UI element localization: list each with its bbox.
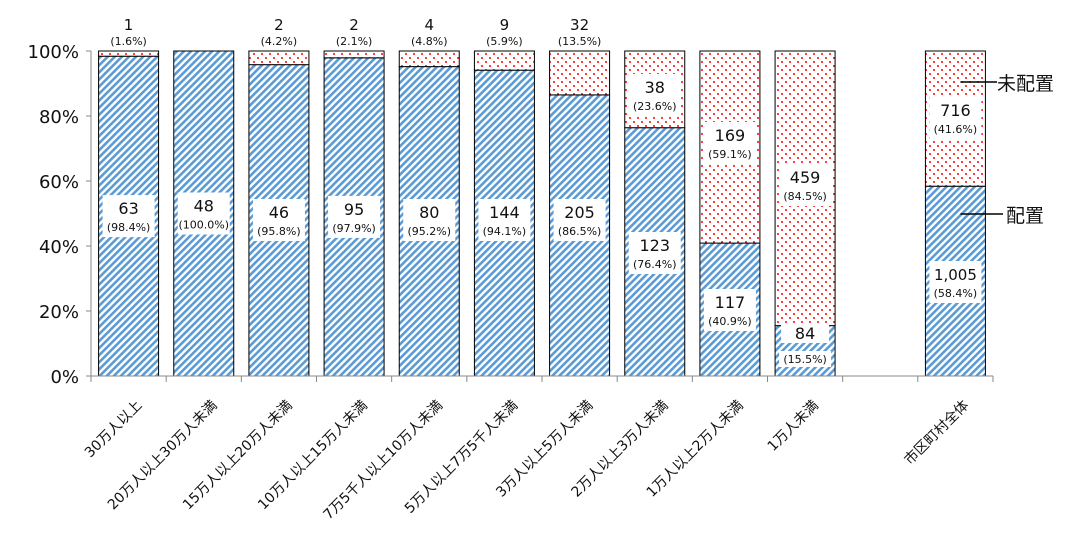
legend-label-placed: 配置 [1006, 205, 1044, 227]
data-label-bg [628, 74, 681, 116]
data-label-percent: (86.5%) [558, 225, 602, 238]
data-label-count: 459 [790, 168, 821, 187]
data-label-bg [553, 199, 606, 241]
data-label-percent: (4.8%) [411, 35, 448, 48]
labels-layer: 63(98.4%)1(1.6%)48(100.0%)46(95.8%)2(4.2… [102, 16, 1054, 367]
data-label-bg [779, 164, 832, 206]
bar-segment-unplaced [473, 50, 535, 71]
data-label-count: 144 [489, 203, 520, 222]
x-tick-label: 30万人以上 [82, 398, 146, 462]
data-label-bg [929, 97, 982, 139]
data-label-percent: (2.1%) [336, 35, 373, 48]
data-label-bg [252, 199, 305, 241]
data-label-count: 4 [424, 16, 434, 34]
data-label-count: 9 [500, 16, 510, 34]
data-label-count: 1,005 [934, 266, 977, 284]
y-tick-label: 100% [28, 42, 79, 63]
data-label-percent: (1.6%) [110, 35, 147, 48]
data-label-percent: (5.9%) [486, 35, 523, 48]
data-label-bg [703, 289, 756, 331]
y-tick-label: 40% [39, 237, 79, 258]
data-label-bg [328, 195, 381, 238]
data-label-bg [781, 323, 830, 343]
bars-layer [98, 50, 986, 377]
y-tick-label: 80% [39, 107, 79, 128]
data-label-percent: (15.5%) [783, 353, 827, 366]
data-label-percent: (13.5%) [558, 35, 602, 48]
data-label-percent: (58.4%) [934, 287, 978, 300]
data-label-percent: (97.9%) [332, 222, 376, 235]
data-label-count: 2 [274, 16, 284, 34]
data-label-percent: (95.2%) [407, 225, 451, 238]
bar-segment-unplaced [549, 50, 611, 96]
legend-label-unplaced: 未配置 [997, 73, 1054, 95]
bar-segment-unplaced [398, 50, 460, 68]
bar-segment-unplaced [323, 50, 385, 59]
x-tick-label: 1万人未満 [765, 398, 822, 455]
data-label-count: 48 [194, 197, 214, 216]
data-label-bg [478, 199, 531, 241]
data-label-percent: (95.8%) [257, 225, 301, 238]
data-label-percent: (98.4%) [107, 221, 151, 234]
data-label-percent: (40.9%) [708, 315, 752, 328]
data-label-count: 95 [344, 200, 364, 219]
bar-segment-unplaced [98, 50, 160, 57]
data-label-count: 32 [570, 16, 589, 34]
data-label-percent: (94.1%) [483, 225, 527, 238]
x-tick-label: 7万5千人以上10万人未満 [320, 398, 446, 524]
data-label-count: 84 [795, 324, 815, 343]
data-label-count: 38 [645, 78, 665, 97]
data-label-count: 46 [269, 203, 289, 222]
data-label-percent: (84.5%) [783, 190, 827, 203]
y-tick-label: 20% [39, 302, 79, 323]
data-label-count: 1 [124, 16, 134, 34]
data-label-bg [703, 122, 756, 164]
data-label-count: 169 [715, 126, 746, 145]
x-tick-label: 市区町村全体 [901, 397, 972, 468]
data-label-percent: (41.6%) [934, 123, 978, 136]
data-label-bg [102, 195, 155, 238]
data-label-count: 123 [639, 236, 670, 255]
data-label-bg [177, 192, 230, 235]
data-label-count: 2 [349, 16, 359, 34]
data-label-bg [628, 232, 681, 274]
y-tick-label: 0% [50, 367, 79, 388]
data-label-percent: (4.2%) [261, 35, 298, 48]
data-label-count: 716 [940, 101, 971, 120]
data-label-bg [403, 199, 456, 241]
data-label-percent: (76.4%) [633, 258, 677, 271]
data-label-percent: (59.1%) [708, 148, 752, 161]
data-label-percent: (100.0%) [178, 219, 229, 232]
data-label-count: 117 [715, 293, 746, 312]
data-label-bg [779, 351, 832, 367]
bar-segment-unplaced [248, 50, 310, 66]
data-label-count: 205 [564, 203, 595, 222]
data-label-count: 63 [118, 199, 138, 218]
data-label-count: 80 [419, 203, 439, 222]
data-label-percent: (23.6%) [633, 100, 677, 113]
y-tick-label: 60% [39, 172, 79, 193]
data-label-bg [929, 261, 982, 303]
